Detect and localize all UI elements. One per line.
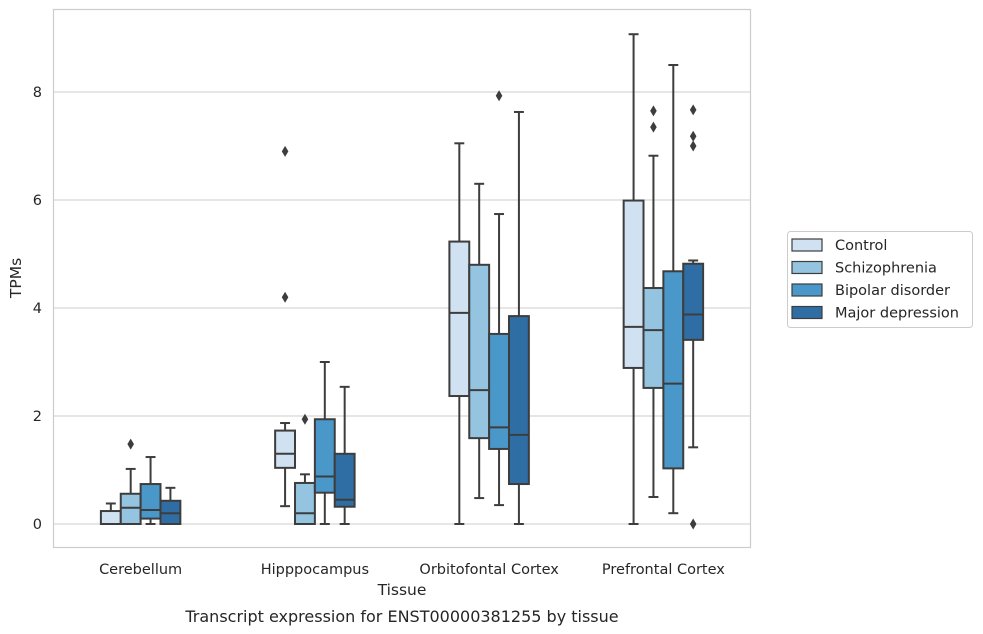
x-tick-label-4: Prefrontal Cortex [602,562,725,578]
legend-swatch-1 [791,238,823,252]
box-body [682,262,705,341]
box-body [642,287,665,389]
outlier-point-2 [689,130,697,142]
outlier-point-0 [650,121,657,133]
plot-frame [52,8,752,549]
box-body [139,483,162,520]
outlier-point-3 [689,104,697,116]
box-body [662,270,685,470]
x-tick-labels: Cerebellum Hipppocampus Orbitofontal Corte… [99,562,725,578]
box-2-2 [488,90,510,507]
box-3-1 [642,105,665,498]
y-axis-label: TPMs [7,258,25,299]
legend-label-1: Control [835,238,887,254]
outlier-point-0 [689,518,697,530]
box-body [274,429,297,469]
outlier-point-1 [689,140,697,152]
box-3-2 [662,64,685,515]
box-body [119,492,142,526]
box-1-0 [274,145,297,508]
box-body [99,510,122,526]
box-3-0 [622,33,645,525]
outlier-point-0 [127,438,134,450]
box-2-1 [468,182,491,500]
x-tick-label-2: Hipppocampus [261,562,369,578]
legend: Control Schizophrenia Bipolar disorder Majo… [787,231,973,328]
outlier-point-1 [650,105,657,117]
box-body [294,481,316,525]
outlier-point-0 [495,90,503,102]
box-body [488,332,510,450]
legend-swatch-4 [791,305,823,320]
box-1-1 [294,413,316,525]
box-body [507,315,530,486]
y-tick-label-0: 0 [33,517,42,533]
legend-label-2: Schizophrenia [835,261,937,277]
legend-label-3: Bipolar disorder [835,283,950,299]
box-body [448,240,471,398]
box-0-0 [99,502,122,526]
legend-swatch-2 [791,260,823,275]
x-tick-label-3: Orbitofontal Cortex [419,562,559,578]
box-body [333,452,356,508]
box-groups [99,33,705,530]
y-tick-label-2: 2 [33,409,42,425]
box-1-2 [313,361,336,525]
box-0-1 [119,438,142,526]
box-2-3 [507,110,530,525]
box-body [622,199,645,369]
legend-label-4: Major depression [835,306,959,322]
y-tick-label-8: 8 [33,85,42,101]
box-1-3 [333,385,356,525]
outlier-point-0 [281,291,289,303]
y-tick-labels: 0 2 4 6 8 [33,85,42,533]
box-3-3 [682,104,705,530]
legend-frame [787,231,973,328]
box-0-2 [139,456,162,525]
outlier-point-1 [281,145,289,157]
chart-caption: Transcript expression for ENST0000038125… [184,607,618,626]
x-axis-label: Tissue [377,581,427,599]
box-body [468,263,491,440]
y-tick-label-4: 4 [33,301,42,317]
box-body [313,418,336,494]
box-0-3 [159,486,182,525]
legend-swatch-3 [791,283,823,297]
y-tick-label-6: 6 [33,193,42,209]
x-tick-label-1: Cerebellum [99,562,182,578]
outlier-point-0 [301,413,309,425]
box-2-0 [448,142,471,525]
